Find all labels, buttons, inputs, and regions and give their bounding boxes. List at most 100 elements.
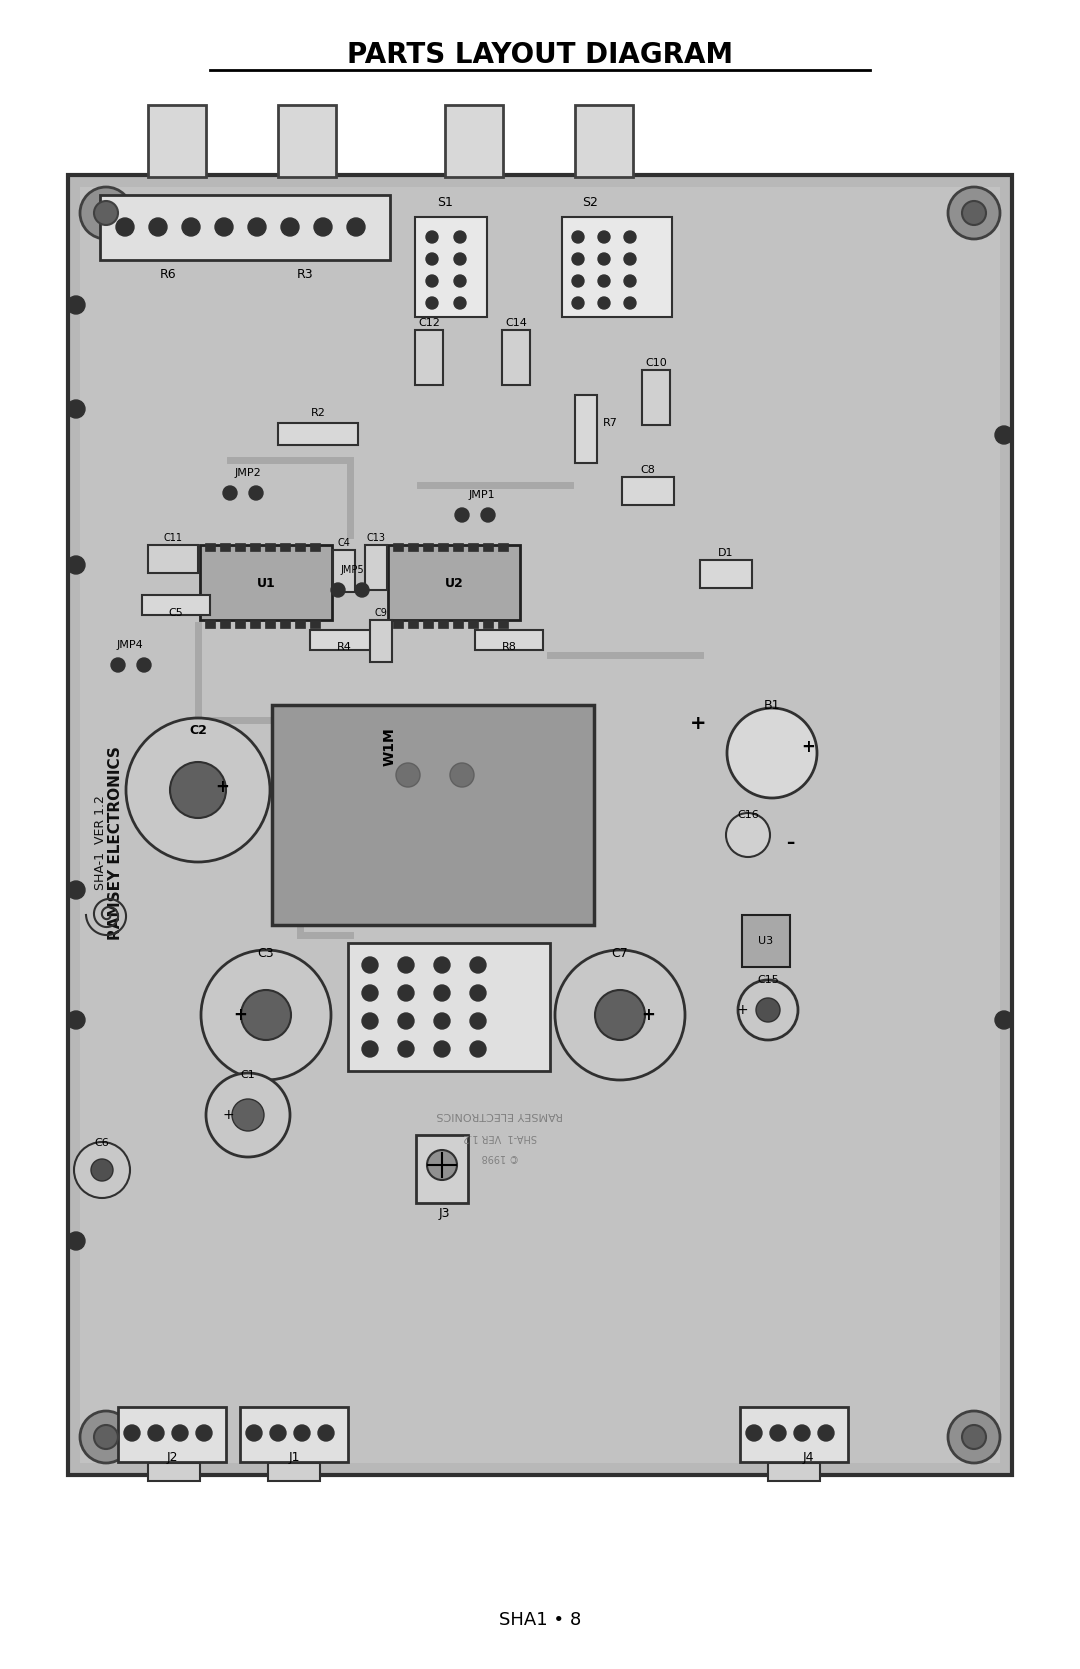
- Bar: [295, 542, 305, 551]
- Circle shape: [455, 507, 469, 522]
- Bar: [408, 619, 418, 628]
- Text: +: +: [233, 1006, 247, 1025]
- Text: C15: C15: [757, 975, 779, 985]
- Circle shape: [948, 187, 1000, 239]
- Circle shape: [598, 297, 610, 309]
- Circle shape: [572, 275, 584, 287]
- Circle shape: [962, 200, 986, 225]
- Bar: [370, 619, 392, 663]
- Bar: [502, 330, 530, 386]
- Bar: [280, 619, 291, 628]
- Text: S2: S2: [582, 197, 598, 210]
- Circle shape: [624, 275, 636, 287]
- Bar: [575, 105, 633, 177]
- Text: +: +: [222, 1108, 233, 1122]
- Circle shape: [172, 1425, 188, 1440]
- Circle shape: [246, 1425, 262, 1440]
- Bar: [235, 619, 245, 628]
- Bar: [498, 619, 508, 628]
- Circle shape: [470, 956, 486, 973]
- Circle shape: [241, 990, 291, 1040]
- Circle shape: [318, 1425, 334, 1440]
- Circle shape: [399, 985, 414, 1001]
- Circle shape: [124, 1425, 140, 1440]
- Circle shape: [555, 950, 685, 1080]
- Circle shape: [434, 1013, 450, 1030]
- Circle shape: [470, 985, 486, 1001]
- Text: JMP5: JMP5: [340, 566, 364, 576]
- Bar: [423, 542, 433, 551]
- Text: PARTS LAYOUT DIAGRAM: PARTS LAYOUT DIAGRAM: [347, 42, 733, 68]
- Bar: [310, 619, 320, 628]
- Text: +: +: [642, 1006, 654, 1025]
- Circle shape: [80, 1410, 132, 1464]
- Text: C6: C6: [95, 1138, 109, 1148]
- Circle shape: [434, 956, 450, 973]
- Bar: [278, 422, 357, 446]
- Circle shape: [399, 956, 414, 973]
- Bar: [415, 330, 443, 386]
- Text: C11: C11: [163, 532, 183, 542]
- Circle shape: [67, 881, 85, 900]
- Circle shape: [727, 708, 816, 798]
- Text: U2: U2: [445, 576, 463, 589]
- Circle shape: [427, 1150, 457, 1180]
- Text: R3: R3: [297, 269, 313, 282]
- Circle shape: [75, 1142, 130, 1198]
- Bar: [642, 371, 670, 426]
- Circle shape: [183, 219, 200, 235]
- Circle shape: [362, 1041, 378, 1056]
- Bar: [453, 619, 463, 628]
- Bar: [445, 105, 503, 177]
- Circle shape: [598, 230, 610, 244]
- Text: +: +: [737, 1003, 747, 1016]
- Bar: [393, 542, 403, 551]
- Bar: [205, 542, 215, 551]
- Circle shape: [995, 1011, 1013, 1030]
- Text: U1: U1: [257, 576, 275, 589]
- Bar: [468, 619, 478, 628]
- Text: C14: C14: [505, 319, 527, 329]
- Bar: [310, 542, 320, 551]
- Text: SHA-1  VER 1.2: SHA-1 VER 1.2: [94, 796, 107, 891]
- Bar: [141, 596, 210, 614]
- Circle shape: [137, 658, 151, 673]
- Text: R8: R8: [501, 643, 516, 653]
- Text: C7: C7: [611, 946, 629, 960]
- Circle shape: [294, 1425, 310, 1440]
- Bar: [310, 629, 378, 649]
- Text: SHA1 • 8: SHA1 • 8: [499, 1611, 581, 1629]
- Bar: [205, 619, 215, 628]
- Circle shape: [426, 230, 438, 244]
- Circle shape: [572, 230, 584, 244]
- Circle shape: [434, 985, 450, 1001]
- Text: U3: U3: [758, 936, 773, 946]
- Circle shape: [962, 1425, 986, 1449]
- Circle shape: [80, 187, 132, 239]
- Bar: [740, 1407, 848, 1462]
- Bar: [700, 561, 752, 587]
- Bar: [148, 105, 206, 177]
- Circle shape: [454, 297, 465, 309]
- Circle shape: [67, 401, 85, 417]
- Bar: [348, 943, 550, 1071]
- Circle shape: [738, 980, 798, 1040]
- Bar: [408, 542, 418, 551]
- Bar: [768, 1464, 820, 1480]
- Text: C1: C1: [241, 1070, 255, 1080]
- Text: +: +: [215, 778, 229, 796]
- Bar: [280, 542, 291, 551]
- Bar: [416, 1135, 468, 1203]
- Bar: [240, 1407, 348, 1462]
- Text: +: +: [690, 714, 706, 733]
- Text: C4: C4: [338, 537, 350, 547]
- Bar: [475, 629, 543, 649]
- Bar: [249, 619, 260, 628]
- Bar: [483, 542, 492, 551]
- Text: C13: C13: [366, 532, 386, 542]
- Text: RAMSEY ELECTRONICS: RAMSEY ELECTRONICS: [436, 1110, 564, 1120]
- Bar: [438, 619, 448, 628]
- Bar: [265, 619, 275, 628]
- Circle shape: [399, 1041, 414, 1056]
- Bar: [483, 619, 492, 628]
